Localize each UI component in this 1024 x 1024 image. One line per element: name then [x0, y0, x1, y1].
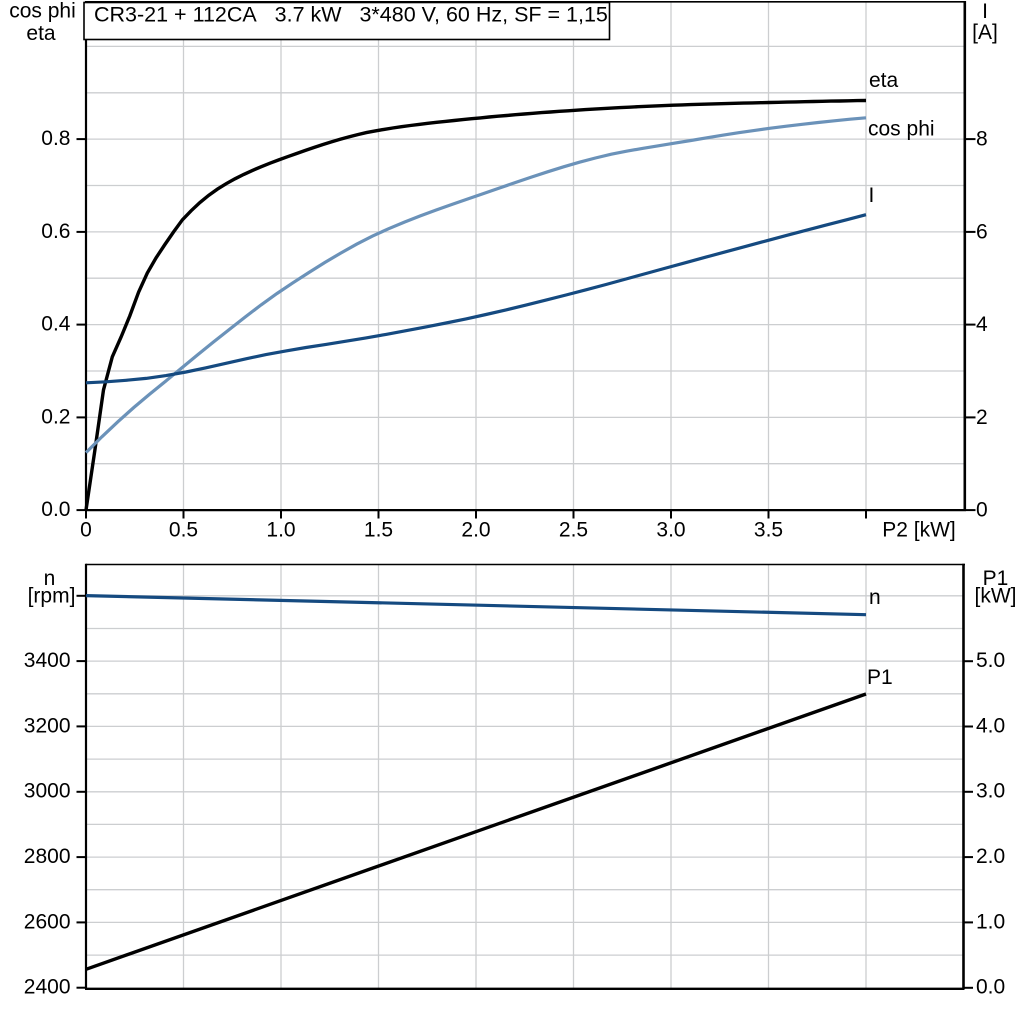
- svg-text:3.5: 3.5: [754, 519, 783, 542]
- svg-text:2600: 2600: [24, 910, 71, 933]
- svg-text:0: 0: [976, 499, 988, 522]
- svg-text:2.0: 2.0: [976, 845, 1005, 868]
- svg-text:3000: 3000: [24, 780, 71, 803]
- svg-text:n: n: [44, 567, 56, 590]
- svg-text:[rpm]: [rpm]: [28, 585, 76, 608]
- svg-text:eta: eta: [26, 22, 56, 45]
- svg-text:2800: 2800: [24, 845, 71, 868]
- svg-text:0.2: 0.2: [41, 405, 70, 428]
- svg-text:eta: eta: [869, 69, 899, 92]
- svg-text:2.0: 2.0: [461, 519, 490, 542]
- svg-text:P1: P1: [983, 567, 1009, 590]
- svg-text:3.0: 3.0: [976, 780, 1005, 803]
- svg-text:0.0: 0.0: [976, 976, 1005, 999]
- svg-text:CR3-21 + 112CA 3.7 kW 3*48: CR3-21 + 112CA 3.7 kW 3*480 V, 60 Hz, SF…: [94, 3, 608, 27]
- svg-text:1.0: 1.0: [976, 910, 1005, 933]
- svg-text:1.0: 1.0: [266, 519, 295, 542]
- svg-text:2.5: 2.5: [559, 519, 588, 542]
- svg-text:P1: P1: [867, 666, 893, 689]
- svg-text:3.0: 3.0: [656, 519, 685, 542]
- svg-text:[A]: [A]: [972, 21, 998, 44]
- svg-text:4: 4: [976, 313, 988, 336]
- svg-text:8: 8: [976, 128, 988, 151]
- svg-text:I: I: [982, 0, 988, 23]
- svg-text:0.6: 0.6: [41, 220, 70, 243]
- svg-text:[kW]: [kW]: [975, 585, 1017, 608]
- svg-text:cos phi: cos phi: [868, 118, 935, 141]
- svg-text:0.4: 0.4: [41, 313, 71, 336]
- svg-text:2400: 2400: [24, 976, 71, 999]
- svg-text:5.0: 5.0: [976, 649, 1005, 672]
- svg-text:0.8: 0.8: [41, 127, 70, 150]
- svg-text:P2 [kW]: P2 [kW]: [882, 519, 956, 542]
- svg-text:4.0: 4.0: [976, 714, 1005, 737]
- svg-text:I: I: [869, 184, 875, 207]
- svg-text:6: 6: [976, 220, 988, 243]
- svg-text:3400: 3400: [24, 649, 71, 672]
- svg-text:0.0: 0.0: [41, 498, 70, 521]
- svg-text:cos phi: cos phi: [9, 0, 76, 22]
- svg-text:0: 0: [80, 519, 92, 542]
- svg-text:2: 2: [976, 406, 988, 429]
- svg-text:3200: 3200: [24, 714, 71, 737]
- svg-text:1.5: 1.5: [364, 519, 393, 542]
- svg-text:0.5: 0.5: [169, 519, 198, 542]
- svg-text:n: n: [869, 586, 881, 609]
